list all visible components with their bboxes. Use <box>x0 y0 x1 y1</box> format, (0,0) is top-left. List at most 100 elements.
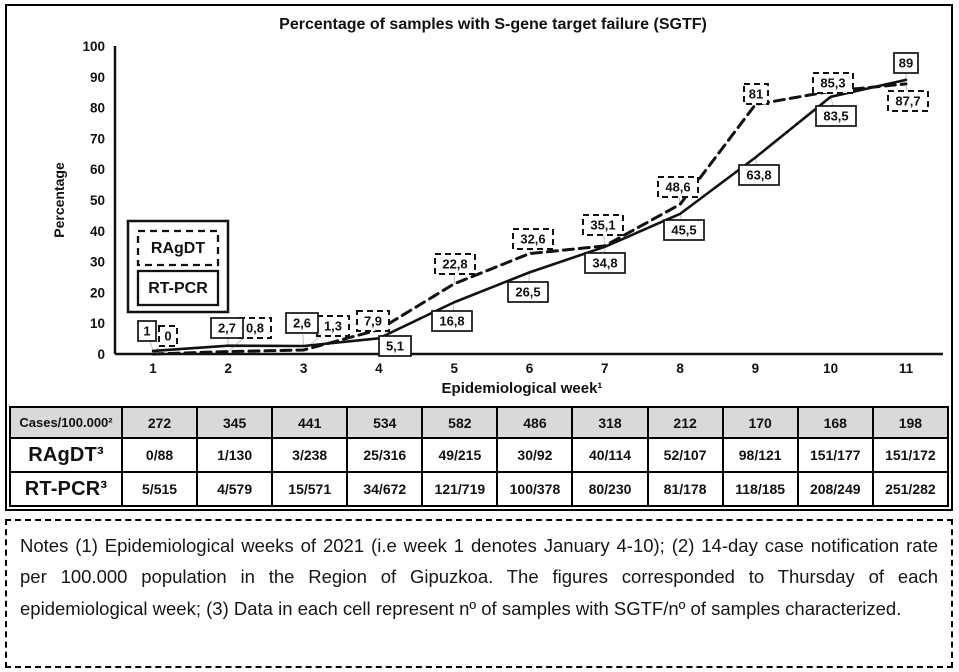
table-cell: 81/178 <box>646 471 724 507</box>
y-tick-label: 0 <box>97 347 105 362</box>
point-label-box-rt-pcr <box>210 317 244 339</box>
x-tick-label: 11 <box>899 361 914 376</box>
figure-box: Percentage of samples with S-gene target… <box>5 4 953 511</box>
data-table-body: Cases/100.000² 272 345 441 534 582 486 318 212 17… <box>9 406 950 507</box>
point-label-rt-pcr: 63,8 <box>746 168 771 183</box>
x-tick-label: 2 <box>225 361 233 376</box>
point-label-ragdt: 35,1 <box>590 218 615 233</box>
table-cell: 582 <box>421 406 499 439</box>
y-tick-label: 80 <box>90 101 105 116</box>
point-label-box-ragdt <box>812 72 854 94</box>
table-cell: 212 <box>646 406 724 439</box>
table-header-row: Cases/100.000² 272 345 441 534 582 486 318 212 17… <box>9 406 950 439</box>
point-label-box-rt-pcr <box>893 52 919 74</box>
x-tick-label: 8 <box>676 361 684 376</box>
y-tick-label: 70 <box>90 131 105 146</box>
table-cell: 40/114 <box>571 437 649 473</box>
table-cell: 441 <box>271 406 349 439</box>
point-label-ragdt: 87,7 <box>895 94 920 109</box>
point-label-box-ragdt <box>356 310 390 332</box>
point-label-box-ragdt <box>582 214 624 236</box>
table-cell: 52/107 <box>646 437 724 473</box>
table-cell: 0/88 <box>120 437 199 473</box>
table-cell: 251/282 <box>871 471 950 507</box>
table-cell: 151/177 <box>796 437 874 473</box>
chart-title: Percentage of samples with S-gene target… <box>279 16 707 33</box>
point-label-box-rt-pcr <box>738 164 780 186</box>
point-label-ragdt: 85,3 <box>820 76 845 91</box>
sgtf-line-chart: Percentage of samples with S-gene target… <box>51 16 943 397</box>
table-cell: 5/515 <box>120 471 199 507</box>
table-cell: 318 <box>571 406 649 439</box>
table-cell: 34/672 <box>346 471 424 507</box>
series-line-ragdt <box>151 82 908 356</box>
point-label-box-rt-pcr <box>431 310 473 332</box>
table-cell: 151/172 <box>871 437 950 473</box>
point-label-ragdt: 22,8 <box>442 257 467 272</box>
point-label-box-ragdt <box>158 325 178 347</box>
y-tick-label: 60 <box>90 162 105 177</box>
point-label-rt-pcr: 2,6 <box>293 316 311 331</box>
point-label-box-ragdt <box>887 90 929 112</box>
point-label-box-rt-pcr <box>285 312 319 334</box>
table-cell: 121/719 <box>421 471 499 507</box>
table-cell: 168 <box>796 406 874 439</box>
notes-box: Notes (1) Epidemiological weeks of 2021 … <box>5 519 953 668</box>
point-label-box-rt-pcr <box>663 219 705 241</box>
point-label-box-rt-pcr <box>815 105 857 127</box>
point-label-rt-pcr: 45,5 <box>671 223 696 238</box>
table-cell: 272 <box>120 406 199 439</box>
notes-text: Notes (1) Epidemiological weeks of 2021 … <box>20 535 938 619</box>
table-cell: 25/316 <box>346 437 424 473</box>
y-tick-label: 30 <box>90 255 105 270</box>
table-row: RT-PCR³ 5/515 4/579 15/571 34/672 121/719 100/… <box>9 471 950 507</box>
y-tick-label: 90 <box>90 70 105 85</box>
table-cell: 4/579 <box>196 471 274 507</box>
point-label-rt-pcr: 2,7 <box>218 321 236 336</box>
table-cell: 30/92 <box>496 437 574 473</box>
x-tick-label: 6 <box>526 361 534 376</box>
x-tick-label: 4 <box>375 361 383 376</box>
y-tick-label: 20 <box>90 285 105 300</box>
point-label-rt-pcr: 5,1 <box>386 339 404 354</box>
point-label-box-ragdt <box>743 83 769 105</box>
table-cell: 49/215 <box>421 437 499 473</box>
row-label: Cases/100.000² <box>9 406 123 439</box>
legend-swatch-ragdt <box>136 229 220 267</box>
point-label-ragdt: 1,3 <box>324 319 342 334</box>
x-tick-label: 10 <box>823 361 838 376</box>
x-tick-label: 9 <box>752 361 760 376</box>
point-label-ragdt: 32,6 <box>520 232 545 247</box>
point-label-rt-pcr: 83,5 <box>823 109 848 124</box>
legend-swatch-rt-pcr <box>136 269 220 307</box>
x-axis-label: Epidemiological week¹ <box>442 380 603 397</box>
y-tick-label: 100 <box>82 39 105 54</box>
point-label-ragdt: 81 <box>749 87 763 102</box>
point-label-rt-pcr: 1 <box>143 324 150 339</box>
point-label-ragdt: 7,9 <box>364 314 382 329</box>
table-cell: 98/121 <box>721 437 799 473</box>
table-cell: 118/185 <box>721 471 799 507</box>
table-cell: 3/238 <box>271 437 349 473</box>
point-label-box-ragdt <box>657 176 699 198</box>
point-label-rt-pcr: 16,8 <box>439 314 464 329</box>
table-cell: 198 <box>871 406 950 439</box>
table-row: RAgDT³ 0/88 1/130 3/238 25/316 49/215 30/92 40/… <box>9 437 950 473</box>
point-label-rt-pcr: 34,8 <box>592 256 617 271</box>
table-cell: 486 <box>496 406 574 439</box>
table-cell: 1/130 <box>196 437 274 473</box>
y-axis-label: Percentage <box>51 162 67 238</box>
point-label-box-rt-pcr <box>584 252 626 274</box>
y-tick-label: 40 <box>90 224 105 239</box>
legend-label-ragdt: RAgDT <box>151 240 205 257</box>
x-tick-label: 3 <box>300 361 308 376</box>
legend-label-rt-pcr: RT-PCR <box>148 280 208 297</box>
point-label-ragdt: 48,6 <box>665 180 690 195</box>
y-tick-label: 10 <box>90 316 105 331</box>
point-label-box-rt-pcr <box>137 320 157 342</box>
table-cell: 100/378 <box>496 471 574 507</box>
table-cell: 208/249 <box>796 471 874 507</box>
table-cell: 534 <box>346 406 424 439</box>
table-cell: 170 <box>721 406 799 439</box>
x-tick-label: 5 <box>450 361 458 376</box>
